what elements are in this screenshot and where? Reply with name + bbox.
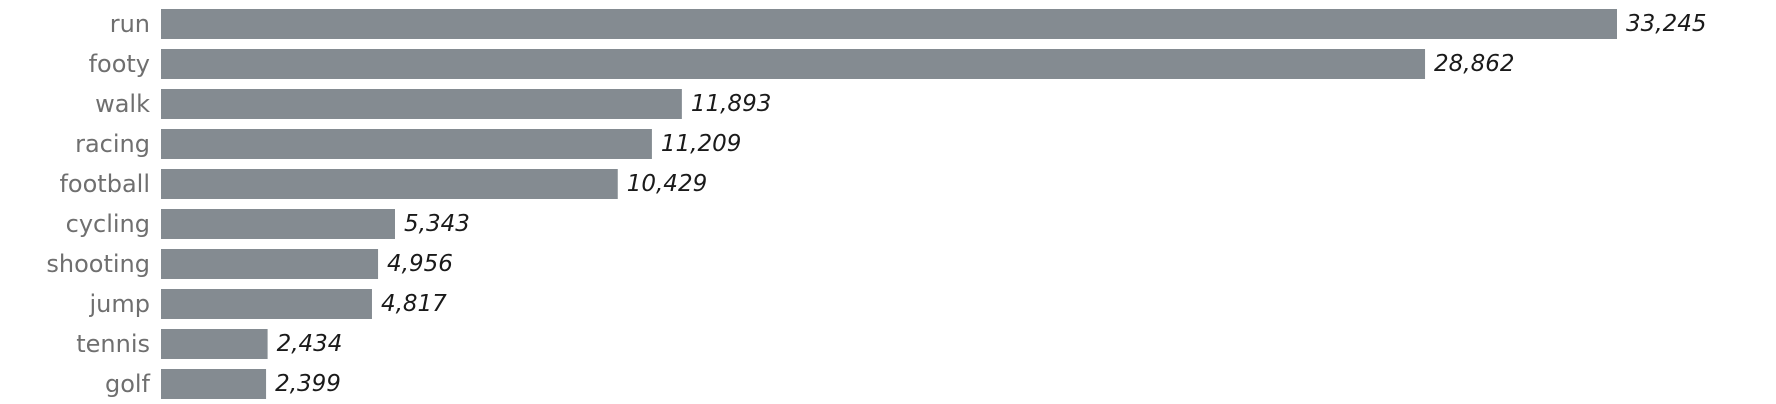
bar-walk	[161, 89, 682, 119]
value-label-cycling: 5,343	[404, 211, 470, 237]
category-label-golf: golf	[105, 370, 151, 398]
category-label-footy: footy	[89, 50, 150, 78]
bar-tennis	[161, 329, 268, 359]
value-label-tennis: 2,434	[277, 331, 343, 357]
bar-football	[161, 169, 618, 199]
bar-shooting	[161, 249, 379, 279]
value-label-racing: 11,209	[661, 131, 741, 157]
category-label-tennis: tennis	[76, 330, 150, 358]
category-label-run: run	[110, 10, 150, 38]
bar-golf	[161, 369, 267, 399]
value-label-footy: 28,862	[1434, 51, 1514, 77]
bar-jump	[161, 289, 372, 319]
value-label-shooting: 4,956	[387, 251, 453, 277]
category-label-walk: walk	[95, 90, 150, 118]
category-label-racing: racing	[75, 130, 150, 158]
value-label-jump: 4,817	[381, 291, 447, 317]
bar-cycling	[161, 209, 396, 239]
value-label-football: 10,429	[627, 171, 707, 197]
category-label-cycling: cycling	[66, 210, 150, 238]
category-label-jump: jump	[89, 290, 151, 318]
bar-racing	[161, 129, 652, 159]
bar-footy	[161, 49, 1426, 79]
bar-run	[161, 9, 1617, 39]
category-label-shooting: shooting	[46, 250, 150, 278]
value-label-walk: 11,893	[691, 91, 771, 117]
value-label-golf: 2,399	[275, 371, 341, 397]
value-label-run: 33,245	[1626, 11, 1706, 37]
category-label-football: football	[59, 170, 150, 198]
